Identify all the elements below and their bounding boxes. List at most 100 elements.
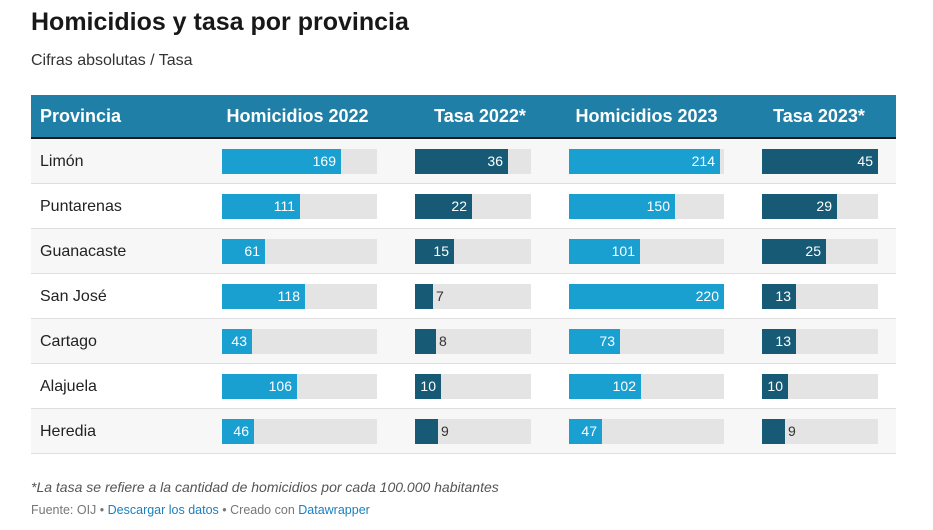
bar-homicidios-2022 (222, 239, 265, 264)
bar-track-tasa-2023: 10 (762, 374, 878, 399)
column-header-tasa-2023[interactable]: Tasa 2023* (773, 106, 865, 126)
separator: • (96, 503, 108, 517)
column-header-provincia[interactable]: Provincia (40, 106, 122, 126)
bar-track-homicidios-2023: 214 (569, 149, 724, 174)
bar-track-homicidios-2022: 111 (222, 194, 377, 219)
value-label-homicidios-2022: 169 (312, 153, 336, 169)
value-label-homicidios-2023: 73 (599, 333, 615, 349)
table-row: Alajuela 106 10 102 10 (31, 364, 896, 409)
bar-track-homicidios-2023: 73 (569, 329, 724, 354)
bar-track-tasa-2022: 36 (415, 149, 531, 174)
bar-homicidios-2023 (569, 239, 640, 264)
value-label-homicidios-2023: 214 (691, 153, 715, 169)
bar-tasa-2023 (762, 239, 826, 264)
table-row: Limón 169 36 214 45 (31, 139, 896, 184)
bar-tasa-2022 (415, 419, 438, 444)
bar-homicidios-2023 (569, 284, 724, 309)
column-header-homicidios-2023[interactable]: Homicidios 2023 (575, 106, 718, 126)
value-label-homicidios-2023: 102 (612, 378, 636, 394)
province-name: Limón (40, 153, 84, 170)
bar-homicidios-2023 (569, 194, 675, 219)
bar-track-homicidios-2022: 61 (222, 239, 377, 264)
table-row: Cartago 43 8 73 13 (31, 319, 896, 364)
bar-homicidios-2023 (569, 374, 641, 399)
table-body: Limón 169 36 214 45 Puntarenas 111 22 150 29 Guana… (31, 139, 896, 454)
bar-track-tasa-2022: 8 (415, 329, 531, 354)
table-row: Puntarenas 111 22 150 29 (31, 184, 896, 229)
datawrapper-link[interactable]: Datawrapper (298, 503, 370, 517)
bar-tasa-2022 (415, 374, 441, 399)
value-label-tasa-2022: 7 (436, 288, 444, 304)
value-label-homicidios-2022: 111 (273, 198, 295, 214)
chart-subtitle: Cifras absolutas / Tasa (31, 52, 193, 69)
bar-homicidios-2022 (222, 329, 252, 354)
bar-track-tasa-2023: 45 (762, 149, 878, 174)
bar-tasa-2023 (762, 329, 796, 354)
value-label-homicidios-2022: 106 (268, 378, 292, 394)
bar-tasa-2022 (415, 194, 472, 219)
bar-track-tasa-2022: 7 (415, 284, 531, 309)
bar-tasa-2022 (415, 284, 433, 309)
value-label-homicidios-2022: 43 (231, 333, 247, 349)
value-label-tasa-2022: 10 (420, 378, 436, 394)
value-label-homicidios-2023: 150 (646, 198, 670, 214)
bar-track-homicidios-2023: 102 (569, 374, 724, 399)
bar-homicidios-2022 (222, 284, 305, 309)
province-name: Puntarenas (40, 198, 122, 215)
province-name: Heredia (40, 423, 97, 440)
bar-homicidios-2022 (222, 419, 254, 444)
bar-tasa-2023 (762, 374, 788, 399)
download-data-link[interactable]: Descargar los datos (107, 503, 219, 517)
bar-track-tasa-2023: 13 (762, 284, 878, 309)
bar-tasa-2022 (415, 149, 508, 174)
bar-track-tasa-2022: 10 (415, 374, 531, 399)
bar-track-tasa-2022: 9 (415, 419, 531, 444)
separator: • (218, 503, 231, 517)
bar-track-homicidios-2022: 169 (222, 149, 377, 174)
bar-track-tasa-2023: 25 (762, 239, 878, 264)
source-label: Fuente: OIJ (31, 503, 97, 517)
table-row: Heredia 46 9 47 9 (31, 409, 896, 454)
column-header-homicidios-2022[interactable]: Homicidios 2022 (226, 106, 369, 126)
province-name: Cartago (40, 333, 97, 350)
footnote: *La tasa se refiere a la cantidad de hom… (31, 479, 499, 495)
value-label-tasa-2023: 45 (857, 153, 873, 169)
bar-track-homicidios-2022: 43 (222, 329, 377, 354)
bar-track-homicidios-2022: 118 (222, 284, 377, 309)
bar-tasa-2023 (762, 194, 837, 219)
bar-track-homicidios-2023: 47 (569, 419, 724, 444)
value-label-tasa-2022: 9 (441, 423, 449, 439)
value-label-tasa-2022: 36 (487, 153, 503, 169)
column-header-tasa-2022[interactable]: Tasa 2022* (434, 106, 526, 126)
table-row: San José 118 7 220 13 (31, 274, 896, 319)
bar-track-homicidios-2022: 46 (222, 419, 377, 444)
bar-track-homicidios-2023: 220 (569, 284, 724, 309)
value-label-homicidios-2022: 118 (277, 288, 300, 304)
value-label-tasa-2022: 8 (439, 333, 447, 349)
value-label-tasa-2023: 29 (816, 198, 832, 214)
value-label-tasa-2023: 9 (788, 423, 796, 439)
bar-track-tasa-2022: 15 (415, 239, 531, 264)
bar-tasa-2023 (762, 419, 785, 444)
value-label-homicidios-2022: 46 (233, 423, 249, 439)
value-label-tasa-2022: 22 (451, 198, 467, 214)
bar-homicidios-2022 (222, 149, 341, 174)
province-name: Guanacaste (40, 243, 127, 260)
value-label-tasa-2023: 13 (775, 288, 791, 304)
bar-homicidios-2023 (569, 419, 602, 444)
bar-track-homicidios-2022: 106 (222, 374, 377, 399)
data-table: Provincia Homicidios 2022 Tasa 2022* Hom… (31, 95, 896, 454)
value-label-homicidios-2023: 47 (581, 423, 597, 439)
bar-homicidios-2022 (222, 374, 297, 399)
value-label-tasa-2023: 10 (767, 378, 783, 394)
bar-track-tasa-2022: 22 (415, 194, 531, 219)
created-with-label: Creado con (230, 503, 295, 517)
chart-title: Homicidios y tasa por provincia (31, 8, 409, 36)
bar-homicidios-2023 (569, 149, 720, 174)
bar-homicidios-2023 (569, 329, 620, 354)
bar-tasa-2023 (762, 284, 796, 309)
table-header: Provincia Homicidios 2022 Tasa 2022* Hom… (31, 95, 896, 139)
value-label-homicidios-2023: 101 (611, 243, 635, 259)
bar-tasa-2022 (415, 239, 454, 264)
bar-track-tasa-2023: 13 (762, 329, 878, 354)
